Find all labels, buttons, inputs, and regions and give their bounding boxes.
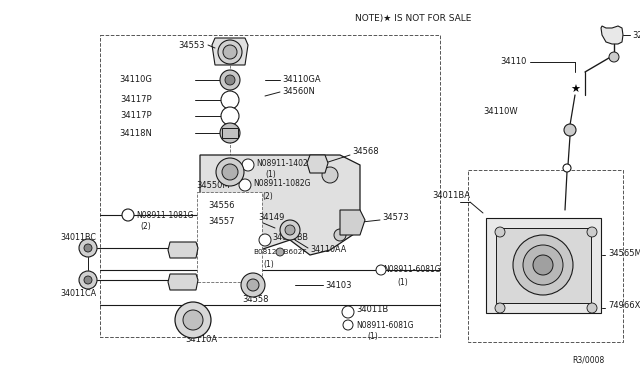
Text: 34011B: 34011B bbox=[356, 305, 388, 314]
Text: N08911-1082G: N08911-1082G bbox=[253, 179, 310, 187]
Text: 34556: 34556 bbox=[208, 201, 234, 209]
Circle shape bbox=[79, 239, 97, 257]
Circle shape bbox=[241, 273, 265, 297]
Text: 34560N: 34560N bbox=[282, 87, 315, 96]
Polygon shape bbox=[168, 274, 198, 290]
Text: 34117P: 34117P bbox=[120, 96, 152, 105]
Circle shape bbox=[220, 70, 240, 90]
Circle shape bbox=[223, 45, 237, 59]
Circle shape bbox=[221, 91, 239, 109]
Text: 34149: 34149 bbox=[258, 214, 284, 222]
Circle shape bbox=[334, 229, 346, 241]
Text: 34573: 34573 bbox=[382, 214, 408, 222]
Bar bbox=[197, 192, 262, 282]
Text: 34011BC: 34011BC bbox=[60, 234, 96, 243]
Text: 74966X: 74966X bbox=[608, 301, 640, 310]
Text: 34568: 34568 bbox=[352, 148, 379, 157]
Text: 34110W: 34110W bbox=[483, 108, 518, 116]
Circle shape bbox=[216, 158, 244, 186]
Text: N08911-6081G: N08911-6081G bbox=[383, 266, 440, 275]
Polygon shape bbox=[212, 38, 248, 65]
Text: 34118N: 34118N bbox=[119, 128, 152, 138]
Bar bbox=[100, 35, 440, 337]
Circle shape bbox=[84, 244, 92, 252]
Polygon shape bbox=[601, 26, 623, 44]
Text: N08911-1402G: N08911-1402G bbox=[256, 158, 314, 167]
Circle shape bbox=[225, 75, 235, 85]
Circle shape bbox=[259, 234, 271, 246]
Text: (1): (1) bbox=[263, 260, 274, 269]
Text: 34558: 34558 bbox=[242, 295, 269, 305]
Text: 34011BA: 34011BA bbox=[432, 190, 470, 199]
Text: N08911-6081G: N08911-6081G bbox=[356, 321, 413, 330]
Text: 34103: 34103 bbox=[325, 280, 351, 289]
Text: (1): (1) bbox=[367, 333, 378, 341]
Circle shape bbox=[79, 271, 97, 289]
Circle shape bbox=[242, 159, 254, 171]
Text: N08911-1081G: N08911-1081G bbox=[136, 211, 193, 219]
Text: 34553: 34553 bbox=[178, 41, 205, 49]
Bar bbox=[222, 128, 238, 138]
Circle shape bbox=[513, 235, 573, 295]
Text: 34110GA: 34110GA bbox=[282, 76, 321, 84]
Circle shape bbox=[222, 164, 238, 180]
Text: 34557: 34557 bbox=[208, 218, 234, 227]
Text: (1): (1) bbox=[265, 170, 276, 180]
Text: ★: ★ bbox=[570, 85, 580, 95]
Circle shape bbox=[221, 107, 239, 125]
Circle shape bbox=[587, 227, 597, 237]
Circle shape bbox=[220, 123, 240, 143]
Text: NOTE)★ IS NOT FOR SALE: NOTE)★ IS NOT FOR SALE bbox=[355, 13, 472, 22]
Circle shape bbox=[218, 40, 242, 64]
Bar bbox=[468, 170, 623, 342]
Text: (2): (2) bbox=[140, 222, 151, 231]
Circle shape bbox=[587, 303, 597, 313]
Circle shape bbox=[523, 245, 563, 285]
Text: 34550M: 34550M bbox=[196, 180, 230, 189]
Polygon shape bbox=[168, 242, 198, 258]
Circle shape bbox=[175, 302, 211, 338]
Text: B08120-B602F: B08120-B602F bbox=[253, 249, 307, 255]
Circle shape bbox=[495, 303, 505, 313]
Circle shape bbox=[183, 310, 203, 330]
Circle shape bbox=[276, 248, 284, 256]
Circle shape bbox=[563, 164, 571, 172]
Text: R3/0008: R3/0008 bbox=[572, 356, 604, 365]
Circle shape bbox=[322, 167, 338, 183]
Polygon shape bbox=[200, 155, 360, 255]
Circle shape bbox=[285, 225, 295, 235]
Circle shape bbox=[376, 265, 386, 275]
Circle shape bbox=[609, 52, 619, 62]
Circle shape bbox=[564, 124, 576, 136]
Polygon shape bbox=[340, 210, 365, 235]
Circle shape bbox=[495, 227, 505, 237]
Circle shape bbox=[280, 220, 300, 240]
Text: 34011CA: 34011CA bbox=[60, 289, 96, 298]
Circle shape bbox=[533, 255, 553, 275]
Circle shape bbox=[247, 279, 259, 291]
Bar bbox=[486, 218, 601, 313]
Text: 34110AA: 34110AA bbox=[310, 246, 346, 254]
Text: 34011BB: 34011BB bbox=[272, 234, 308, 243]
Circle shape bbox=[239, 179, 251, 191]
Text: (1): (1) bbox=[397, 278, 408, 286]
Bar bbox=[496, 228, 591, 303]
Text: (2): (2) bbox=[262, 192, 273, 202]
Text: 32865: 32865 bbox=[632, 31, 640, 39]
Circle shape bbox=[122, 209, 134, 221]
Text: 34565M: 34565M bbox=[608, 248, 640, 257]
Text: 34110G: 34110G bbox=[119, 76, 152, 84]
Text: 34110A: 34110A bbox=[185, 336, 217, 344]
Polygon shape bbox=[307, 155, 328, 173]
Circle shape bbox=[342, 306, 354, 318]
Text: 34110: 34110 bbox=[500, 58, 526, 67]
Circle shape bbox=[84, 276, 92, 284]
Circle shape bbox=[343, 320, 353, 330]
Text: 34117P: 34117P bbox=[120, 112, 152, 121]
